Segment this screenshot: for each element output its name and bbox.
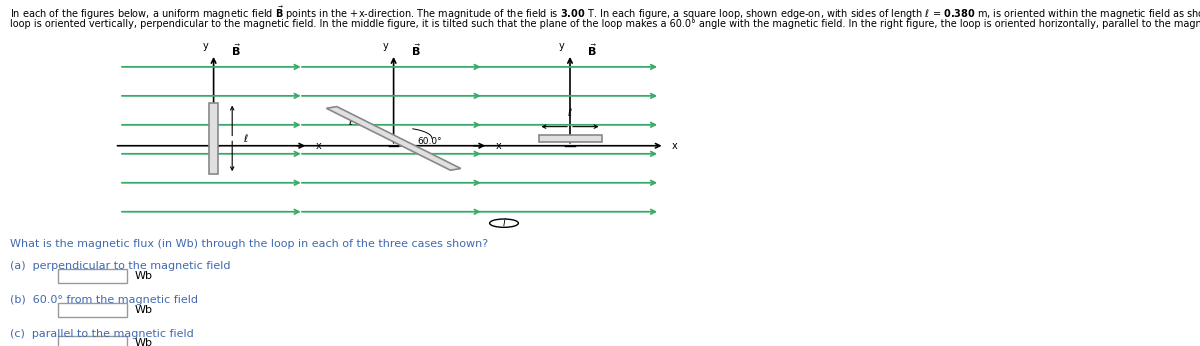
FancyBboxPatch shape bbox=[58, 336, 127, 346]
Text: $\vec{\mathbf{B}}$: $\vec{\mathbf{B}}$ bbox=[412, 42, 421, 58]
Text: y: y bbox=[383, 41, 388, 51]
Text: (c)  parallel to the magnetic field: (c) parallel to the magnetic field bbox=[10, 329, 193, 339]
FancyBboxPatch shape bbox=[58, 269, 127, 283]
Text: loop is oriented vertically, perpendicular to the magnetic field. In the middle : loop is oriented vertically, perpendicul… bbox=[10, 19, 1200, 29]
Text: y: y bbox=[203, 41, 208, 51]
Text: Wb: Wb bbox=[134, 305, 152, 315]
Text: y: y bbox=[559, 41, 564, 51]
Text: What is the magnetic flux (in Wb) through the loop in each of the three cases sh: What is the magnetic flux (in Wb) throug… bbox=[10, 239, 487, 249]
Text: (b)  60.0° from the magnetic field: (b) 60.0° from the magnetic field bbox=[10, 295, 198, 305]
Text: x: x bbox=[672, 141, 678, 151]
Text: Wb: Wb bbox=[134, 338, 152, 346]
Text: $\ell$: $\ell$ bbox=[348, 115, 354, 127]
Text: x: x bbox=[496, 141, 502, 151]
Text: $\ell$: $\ell$ bbox=[244, 133, 248, 144]
Text: (a)  perpendicular to the magnetic field: (a) perpendicular to the magnetic field bbox=[10, 261, 230, 271]
Bar bbox=[326, 107, 461, 170]
Text: 60.0°: 60.0° bbox=[418, 137, 443, 146]
Text: In each of the figures below, a uniform magnetic field $\mathbf{\vec{B}}$ points: In each of the figures below, a uniform … bbox=[10, 5, 1200, 22]
Bar bbox=[539, 135, 601, 142]
Text: Wb: Wb bbox=[134, 271, 152, 281]
Bar bbox=[209, 103, 218, 174]
Text: x: x bbox=[316, 141, 322, 151]
Text: $\vec{\mathbf{B}}$: $\vec{\mathbf{B}}$ bbox=[588, 42, 598, 58]
Text: $\vec{\mathbf{B}}$: $\vec{\mathbf{B}}$ bbox=[232, 42, 241, 58]
Text: $\ell$: $\ell$ bbox=[568, 106, 572, 118]
Text: i: i bbox=[503, 218, 505, 228]
FancyBboxPatch shape bbox=[58, 303, 127, 317]
